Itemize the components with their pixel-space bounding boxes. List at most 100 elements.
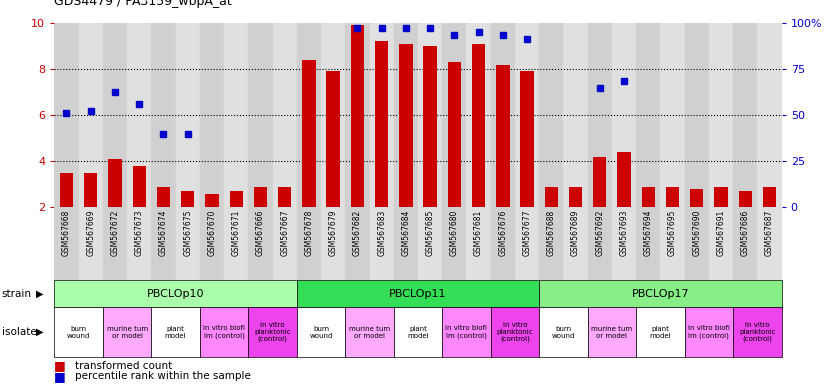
Bar	[418, 207, 442, 280]
Bar	[206, 194, 218, 207]
Text: ■: ■	[54, 359, 66, 372]
Bar	[230, 191, 242, 207]
Bar	[539, 307, 588, 357]
Bar	[321, 207, 345, 280]
Text: percentile rank within the sample: percentile rank within the sample	[75, 371, 251, 381]
Text: in vitro biofi
lm (control): in vitro biofi lm (control)	[688, 325, 730, 339]
Text: ▶: ▶	[36, 327, 43, 337]
Text: in vitro
planktonic
(control): in vitro planktonic (control)	[497, 322, 533, 343]
Text: GSM567692: GSM567692	[595, 210, 604, 256]
Text: ▶: ▶	[36, 289, 43, 299]
Bar	[636, 23, 660, 207]
Bar	[757, 207, 782, 280]
Bar	[418, 23, 442, 207]
Bar	[491, 23, 515, 207]
Bar	[176, 207, 200, 280]
Bar	[685, 207, 709, 280]
Bar	[200, 23, 224, 207]
Bar	[375, 41, 388, 207]
Bar	[563, 207, 588, 280]
Bar	[612, 23, 636, 207]
Text: murine tum
or model: murine tum or model	[591, 326, 633, 339]
Bar	[224, 23, 248, 207]
Bar	[660, 207, 685, 280]
Bar	[370, 23, 394, 207]
Text: plant
model: plant model	[650, 326, 671, 339]
Text: in vitro
planktonic
(control): in vitro planktonic (control)	[739, 322, 776, 343]
Bar	[345, 307, 394, 357]
Text: GSM567669: GSM567669	[86, 210, 95, 256]
Text: strain: strain	[2, 289, 32, 299]
Bar	[757, 23, 782, 207]
Bar	[448, 62, 461, 207]
Text: GSM567666: GSM567666	[256, 210, 265, 256]
Bar	[127, 207, 151, 280]
Bar	[763, 187, 776, 207]
Bar	[151, 23, 176, 207]
Bar	[103, 307, 151, 357]
Text: GSM567693: GSM567693	[619, 210, 629, 256]
Bar	[248, 307, 297, 357]
Bar	[588, 23, 612, 207]
Text: GSM567670: GSM567670	[207, 210, 217, 256]
Bar	[54, 23, 79, 207]
Bar	[297, 280, 539, 307]
Bar	[327, 71, 339, 207]
Text: in vitro biofi
lm (control): in vitro biofi lm (control)	[446, 325, 487, 339]
Text: GSM567668: GSM567668	[62, 210, 71, 256]
Bar	[103, 207, 127, 280]
Bar	[297, 207, 321, 280]
Bar	[442, 307, 491, 357]
Text: burn
wound: burn wound	[67, 326, 90, 339]
Bar	[103, 23, 127, 207]
Bar	[472, 44, 485, 207]
Bar	[109, 159, 121, 207]
Text: GSM567691: GSM567691	[716, 210, 726, 256]
Bar	[248, 23, 273, 207]
Bar	[54, 280, 297, 307]
Bar	[54, 207, 79, 280]
Bar	[394, 207, 418, 280]
Bar	[400, 44, 412, 207]
Bar	[176, 23, 200, 207]
Bar	[248, 207, 273, 280]
Bar	[466, 207, 491, 280]
Bar	[151, 307, 200, 357]
Bar	[739, 191, 752, 207]
Text: GSM567675: GSM567675	[183, 210, 192, 256]
Text: transformed count: transformed count	[75, 361, 172, 371]
Text: murine tum
or model: murine tum or model	[349, 326, 390, 339]
Bar	[491, 207, 515, 280]
Text: GSM567684: GSM567684	[401, 210, 410, 256]
Text: GSM567688: GSM567688	[547, 210, 556, 256]
Text: GSM567681: GSM567681	[474, 210, 483, 256]
Bar	[351, 25, 364, 207]
Bar	[297, 23, 321, 207]
Text: GSM567687: GSM567687	[765, 210, 774, 256]
Bar	[588, 207, 612, 280]
Bar	[278, 187, 291, 207]
Text: murine tum
or model: murine tum or model	[106, 326, 148, 339]
Bar	[594, 157, 606, 207]
Bar	[497, 65, 509, 207]
Bar	[54, 307, 103, 357]
Bar	[539, 23, 563, 207]
Text: GSM567695: GSM567695	[668, 210, 677, 256]
Text: burn
wound: burn wound	[309, 326, 333, 339]
Bar	[733, 23, 757, 207]
Bar	[200, 307, 248, 357]
Bar	[666, 187, 679, 207]
Text: GSM567689: GSM567689	[571, 210, 580, 256]
Bar	[618, 152, 630, 207]
Text: isolate: isolate	[2, 327, 37, 337]
Bar	[636, 207, 660, 280]
Bar	[691, 189, 703, 207]
Text: plant
model: plant model	[407, 326, 429, 339]
Bar	[181, 191, 194, 207]
Bar	[539, 207, 563, 280]
Text: GSM567678: GSM567678	[304, 210, 314, 256]
Bar	[563, 23, 588, 207]
Text: burn
wound: burn wound	[552, 326, 575, 339]
Bar	[515, 23, 539, 207]
Bar	[642, 187, 655, 207]
